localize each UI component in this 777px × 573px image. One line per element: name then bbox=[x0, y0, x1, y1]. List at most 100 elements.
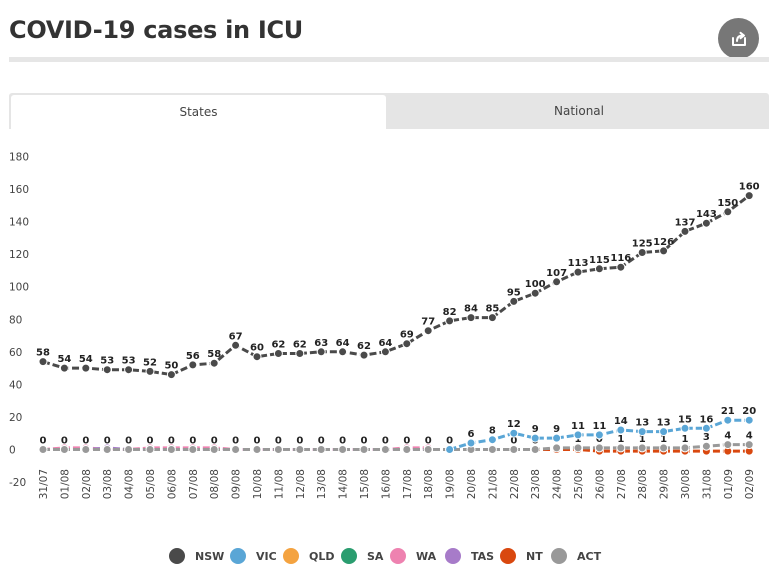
act-data-label: 0 bbox=[510, 436, 517, 447]
nsw-point bbox=[81, 363, 91, 373]
act-point bbox=[530, 445, 540, 454]
act-data-label: 1 bbox=[617, 434, 624, 445]
y-tick-label: 120 bbox=[9, 249, 29, 261]
title-divider bbox=[9, 57, 769, 62]
x-tick-label: 29/08 bbox=[659, 469, 671, 499]
legend-label-nsw: NSW bbox=[195, 550, 224, 563]
act-data-label: 0 bbox=[40, 436, 47, 447]
nsw-point bbox=[573, 267, 583, 277]
nsw-point bbox=[38, 357, 48, 367]
vic-point bbox=[445, 445, 455, 454]
nsw-point bbox=[487, 313, 497, 323]
nsw-point bbox=[423, 326, 433, 336]
nsw-data-label: 84 bbox=[464, 304, 478, 315]
act-point bbox=[380, 445, 390, 454]
legend-label-wa: WA bbox=[416, 550, 437, 563]
act-data-label: 0 bbox=[275, 436, 282, 447]
nsw-point bbox=[145, 366, 155, 376]
page-title: COVID-19 cases in ICU bbox=[9, 16, 303, 44]
x-tick-label: 28/08 bbox=[637, 469, 649, 499]
vic-point bbox=[659, 427, 669, 437]
tab-national[interactable]: National bbox=[553, 104, 604, 118]
vic-point bbox=[680, 423, 690, 433]
nsw-point bbox=[59, 363, 69, 373]
x-tick-label: 23/08 bbox=[530, 469, 542, 499]
nsw-data-label: 77 bbox=[421, 317, 435, 328]
act-point bbox=[359, 445, 369, 454]
nsw-point bbox=[594, 264, 604, 274]
act-point bbox=[81, 445, 91, 454]
vic-point bbox=[723, 415, 733, 425]
vic-point bbox=[530, 433, 540, 443]
nsw-point bbox=[616, 262, 626, 272]
x-tick-label: 02/08 bbox=[81, 469, 93, 499]
act-point bbox=[273, 445, 283, 454]
vic-point bbox=[509, 428, 519, 438]
nsw-data-label: 62 bbox=[271, 340, 285, 351]
x-tick-label: 14/08 bbox=[338, 469, 350, 499]
nsw-data-label: 67 bbox=[229, 331, 243, 342]
legend-marker-tas bbox=[445, 548, 461, 564]
nsw-point bbox=[273, 349, 283, 358]
legend-marker-nsw bbox=[169, 548, 185, 564]
vic-point bbox=[701, 423, 711, 433]
legend-label-tas: TAS bbox=[471, 550, 494, 563]
act-point bbox=[744, 440, 754, 450]
vic-data-label: 9 bbox=[553, 424, 560, 435]
x-tick-label: 19/08 bbox=[445, 469, 457, 499]
nsw-point bbox=[166, 370, 176, 380]
legend-label-act: ACT bbox=[577, 550, 602, 563]
x-tick-label: 02/09 bbox=[744, 469, 756, 499]
act-data-label: 0 bbox=[403, 436, 410, 447]
act-data-label: 4 bbox=[746, 431, 753, 442]
nsw-data-label: 64 bbox=[336, 338, 350, 349]
x-tick-label: 09/08 bbox=[231, 469, 243, 499]
act-point bbox=[209, 445, 219, 454]
act-point bbox=[316, 445, 326, 454]
vic-point bbox=[616, 425, 626, 435]
nsw-series-line bbox=[42, 194, 751, 377]
x-tick-label: 18/08 bbox=[423, 469, 435, 499]
legend-label-sa: SA bbox=[367, 550, 384, 563]
act-data-label: 0 bbox=[125, 436, 132, 447]
tab-states[interactable]: States bbox=[11, 95, 386, 129]
legend-label-nt: NT bbox=[526, 550, 543, 563]
act-data-label: 0 bbox=[382, 436, 389, 447]
vic-point bbox=[637, 427, 647, 437]
vic-data-label: 13 bbox=[657, 418, 671, 429]
y-tick-label: 160 bbox=[9, 184, 29, 196]
nsw-data-label: 52 bbox=[143, 357, 157, 368]
act-data-label: 1 bbox=[682, 434, 689, 445]
act-data-label: 4 bbox=[724, 431, 731, 442]
vic-data-label: 8 bbox=[489, 426, 496, 437]
nsw-point bbox=[659, 246, 669, 256]
nsw-data-label: 62 bbox=[357, 341, 371, 352]
act-point bbox=[552, 443, 562, 453]
act-point bbox=[124, 445, 134, 454]
y-tick-label: 80 bbox=[9, 314, 22, 326]
vic-data-label: 20 bbox=[742, 406, 756, 417]
vic-point bbox=[487, 435, 497, 445]
nsw-data-label: 95 bbox=[507, 287, 521, 298]
x-tick-label: 10/08 bbox=[252, 469, 264, 499]
act-point bbox=[102, 445, 112, 454]
nsw-data-label: 115 bbox=[589, 255, 610, 266]
share-button[interactable] bbox=[718, 18, 759, 59]
nsw-data-label: 69 bbox=[400, 330, 414, 341]
act-point bbox=[509, 445, 519, 454]
nsw-point bbox=[402, 339, 412, 349]
nsw-point bbox=[701, 218, 711, 228]
act-point bbox=[594, 443, 604, 453]
x-tick-label: 15/08 bbox=[359, 469, 371, 499]
y-tick-label: 180 bbox=[9, 152, 29, 164]
act-data-label: 0 bbox=[168, 436, 175, 447]
act-data-label: 3 bbox=[703, 432, 710, 443]
nsw-point bbox=[466, 313, 476, 323]
nsw-point bbox=[509, 296, 519, 306]
x-tick-label: 03/08 bbox=[102, 469, 114, 499]
vic-data-label: 11 bbox=[571, 421, 585, 432]
nsw-data-label: 60 bbox=[250, 343, 264, 354]
x-tick-label: 24/08 bbox=[552, 469, 564, 499]
nsw-data-label: 53 bbox=[122, 356, 136, 367]
